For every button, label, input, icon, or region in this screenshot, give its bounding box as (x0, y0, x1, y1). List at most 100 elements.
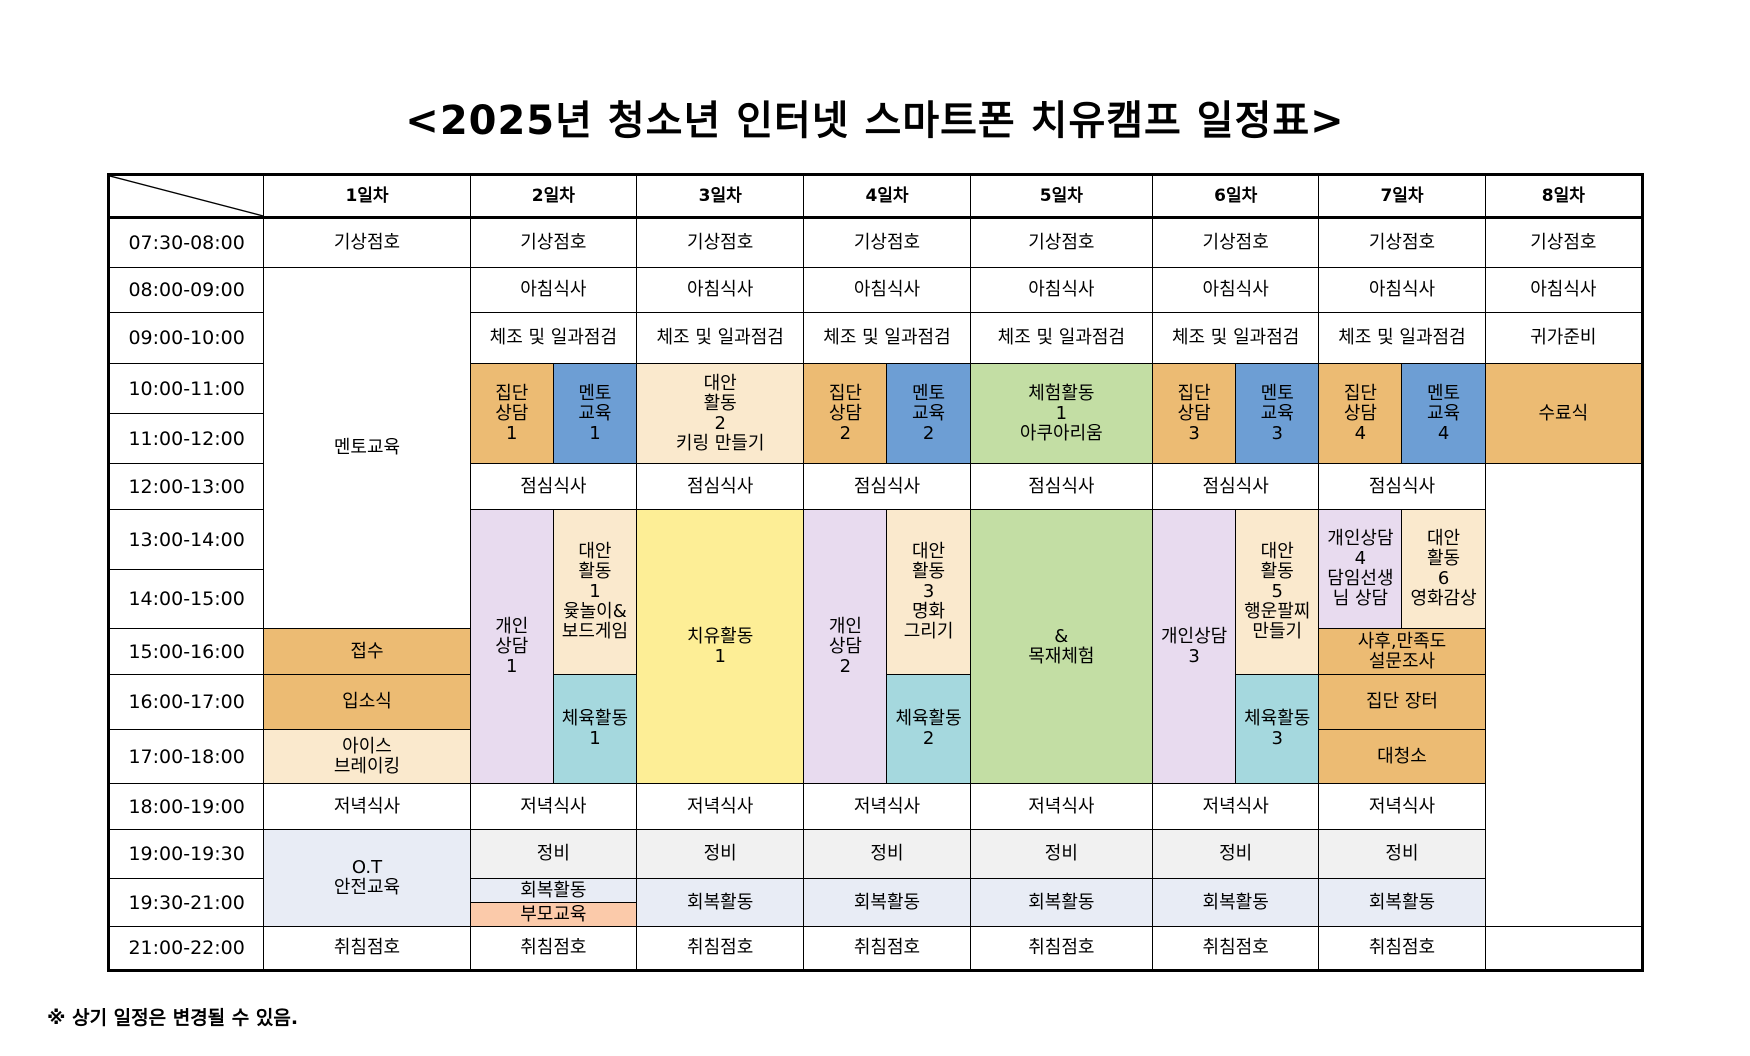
schedule-cell: 취침점호 (263, 926, 471, 971)
time-label: 10:00-11:00 (107, 363, 265, 414)
schedule-cell-empty (1484, 463, 1644, 927)
schedule-cell: 기상점호 (469, 217, 638, 268)
schedule-cell: 정비 (803, 829, 971, 879)
schedule-cell: 개인 상담 1 (469, 509, 554, 784)
time-label: 16:00-17:00 (107, 674, 265, 730)
table-row: 15:00-16:00 접수 사후,만족도 설문조사 (107, 628, 1643, 675)
schedule-cell: 아침식사 (803, 267, 971, 313)
schedule-cell: 정비 (1318, 829, 1486, 879)
schedule-cell: 취침점호 (1151, 926, 1320, 971)
schedule-cell: 기상점호 (1484, 217, 1644, 268)
table-row: 17:00-18:00 아이스 브레이킹 대청소 (107, 729, 1643, 784)
corner-diagonal-cell (107, 174, 265, 219)
schedule-cell: 귀가준비 (1484, 312, 1644, 364)
schedule-cell: 저녁식사 (969, 783, 1154, 830)
time-label: 18:00-19:00 (107, 783, 265, 830)
table-row: 21:00-22:00 취침점호 취침점호 취침점호 취침점호 취침점호 취침점… (107, 926, 1643, 971)
schedule-cell: 기상점호 (1318, 217, 1486, 268)
schedule-cell: 개인 상담 2 (803, 509, 888, 784)
table-row: 19:00-19:30 O.T 안전교육 정비 정비 정비 정비 정비 정비 (107, 829, 1643, 927)
day-header-7: 7일차 (1318, 174, 1486, 219)
page-title: <2025년 청소년 인터넷 스마트폰 치유캠프 일정표> (405, 98, 1345, 144)
schedule-cell: 체조 및 일과점검 (969, 312, 1154, 364)
time-label: 13:00-14:00 (107, 509, 265, 570)
schedule-cell: 체조 및 일과점검 (1318, 312, 1486, 364)
table-row: 18:00-19:00 저녁식사 저녁식사 저녁식사 저녁식사 저녁식사 저녁식… (107, 783, 1643, 830)
time-label: 21:00-22:00 (107, 926, 265, 971)
schedule-cell: 저녁식사 (469, 783, 638, 830)
time-label: 08:00-09:00 (107, 267, 265, 313)
schedule-cell: O.T 안전교육 (263, 829, 471, 927)
schedule-cell: 대안 활동 5 행운팔찌 만들기 (1235, 509, 1320, 675)
schedule-cell: 기상점호 (803, 217, 971, 268)
schedule-cell: 멘토 교육 2 (886, 363, 971, 464)
schedule-cell: 저녁식사 (263, 783, 471, 830)
day-header-8: 8일차 (1484, 174, 1644, 219)
header-row: 1일차 2일차 3일차 4일차 5일차 6일차 7일차 8일차 (107, 174, 1644, 219)
schedule-cell: 대안 활동 2 키링 만들기 (636, 363, 805, 464)
table-row: 10:00-11:00 집단 상담 1 멘토 교육 1 대안 활동 2 키링 만… (107, 363, 1644, 464)
day-header-6: 6일차 (1151, 174, 1320, 219)
schedule-cell: 개인상담 4 담임선생 님 상담 (1318, 509, 1403, 629)
diagonal-line (110, 176, 261, 215)
schedule-cell: 개인상담 3 (1151, 509, 1237, 784)
time-label: 07:30-08:00 (107, 217, 265, 268)
schedule-cell: 취침점호 (969, 926, 1154, 971)
time-label: 15:00-16:00 (107, 628, 265, 675)
table-row: 07:30-08:00 기상점호 기상점호 기상점호 기상점호 기상점호 기상점… (107, 217, 1644, 268)
schedule-cell: 점심식사 (636, 463, 805, 510)
schedule-cell: 취침점호 (803, 926, 971, 971)
table-row: 13:00-14:00 개인 상담 1 대안 활동 1 윷놀이& 보드게임 치유… (107, 509, 1643, 784)
schedule-cell: 집단 상담 2 (803, 363, 888, 464)
schedule-cell: 대안 활동 6 영화감상 (1401, 509, 1486, 629)
table-row: 11:00-12:00 (107, 413, 1643, 464)
schedule-cell: 집단 상담 1 (469, 363, 554, 464)
table-row: 12:00-13:00 점심식사 점심식사 점심식사 점심식사 점심식사 점심식… (107, 463, 1644, 927)
schedule-cell: 점심식사 (1151, 463, 1320, 510)
time-label: 19:30-21:00 (107, 878, 265, 927)
time-label: 17:00-18:00 (107, 729, 265, 784)
schedule-cell: 회복활동 (803, 878, 971, 927)
schedule-cell: 기상점호 (263, 217, 471, 268)
schedule-cell: 아침식사 (969, 267, 1154, 313)
time-label: 12:00-13:00 (107, 463, 265, 510)
schedule-cell: 사후,만족도 설문조사 (1318, 628, 1486, 675)
schedule-cell: 정비 (636, 829, 805, 879)
day-header-4: 4일차 (803, 174, 971, 219)
schedule-cell: 기상점호 (1151, 217, 1320, 268)
schedule-cell: 회복활동 (1151, 878, 1320, 927)
schedule-cell: 취침점호 (636, 926, 805, 971)
schedule-cell: 체조 및 일과점검 (469, 312, 638, 364)
schedule-cell: 저녁식사 (1151, 783, 1320, 830)
day-header-5: 5일차 (969, 174, 1154, 219)
schedule-cell: 집단 상담 3 (1151, 363, 1237, 464)
schedule-cell: 입소식 (263, 674, 471, 730)
day-header-1: 1일차 (263, 174, 471, 219)
time-label: 09:00-10:00 (107, 312, 265, 364)
schedule-cell: 아침식사 (469, 267, 638, 313)
schedule-cell: 아침식사 (1151, 267, 1320, 313)
schedule-cell: 체육활동 2 (886, 674, 971, 784)
schedule-cell: 아침식사 (636, 267, 805, 313)
schedule-cell: 대안 활동 3 명화 그리기 (886, 509, 971, 675)
schedule-cell: 회복활동 (1318, 878, 1486, 927)
schedule-cell: 회복활동 (469, 878, 638, 903)
schedule-cell: 기상점호 (969, 217, 1154, 268)
schedule-cell: 멘토 교육 1 (552, 363, 638, 464)
schedule-cell: 치유활동 1 (636, 509, 805, 784)
schedule-cell: 부모교육 (469, 902, 638, 927)
schedule-cell: 아이스 브레이킹 (263, 729, 471, 784)
schedule-cell: 저녁식사 (1318, 783, 1486, 830)
schedule-cell: 저녁식사 (636, 783, 805, 830)
table-row: 19:30-21:00 회복활동 회복활동 회복활동 회복활동 회복활동 회복활… (107, 878, 1643, 927)
schedule-cell: & 목재체험 (969, 509, 1154, 784)
time-label: 19:00-19:30 (107, 829, 265, 879)
schedule-cell: 점심식사 (803, 463, 971, 510)
schedule-cell: 기상점호 (636, 217, 805, 268)
schedule-cell: 대안 활동 1 윷놀이& 보드게임 (552, 509, 638, 675)
table-row: 16:00-17:00 입소식 체육활동 1 체육활동 2 체육활동 3 집단 … (107, 674, 1643, 784)
schedule-cell: 점심식사 (1318, 463, 1486, 510)
time-label: 11:00-12:00 (107, 413, 265, 464)
table-row: 14:00-15:00 (107, 569, 1643, 629)
schedule-cell: 집단 상담 4 (1318, 363, 1403, 464)
